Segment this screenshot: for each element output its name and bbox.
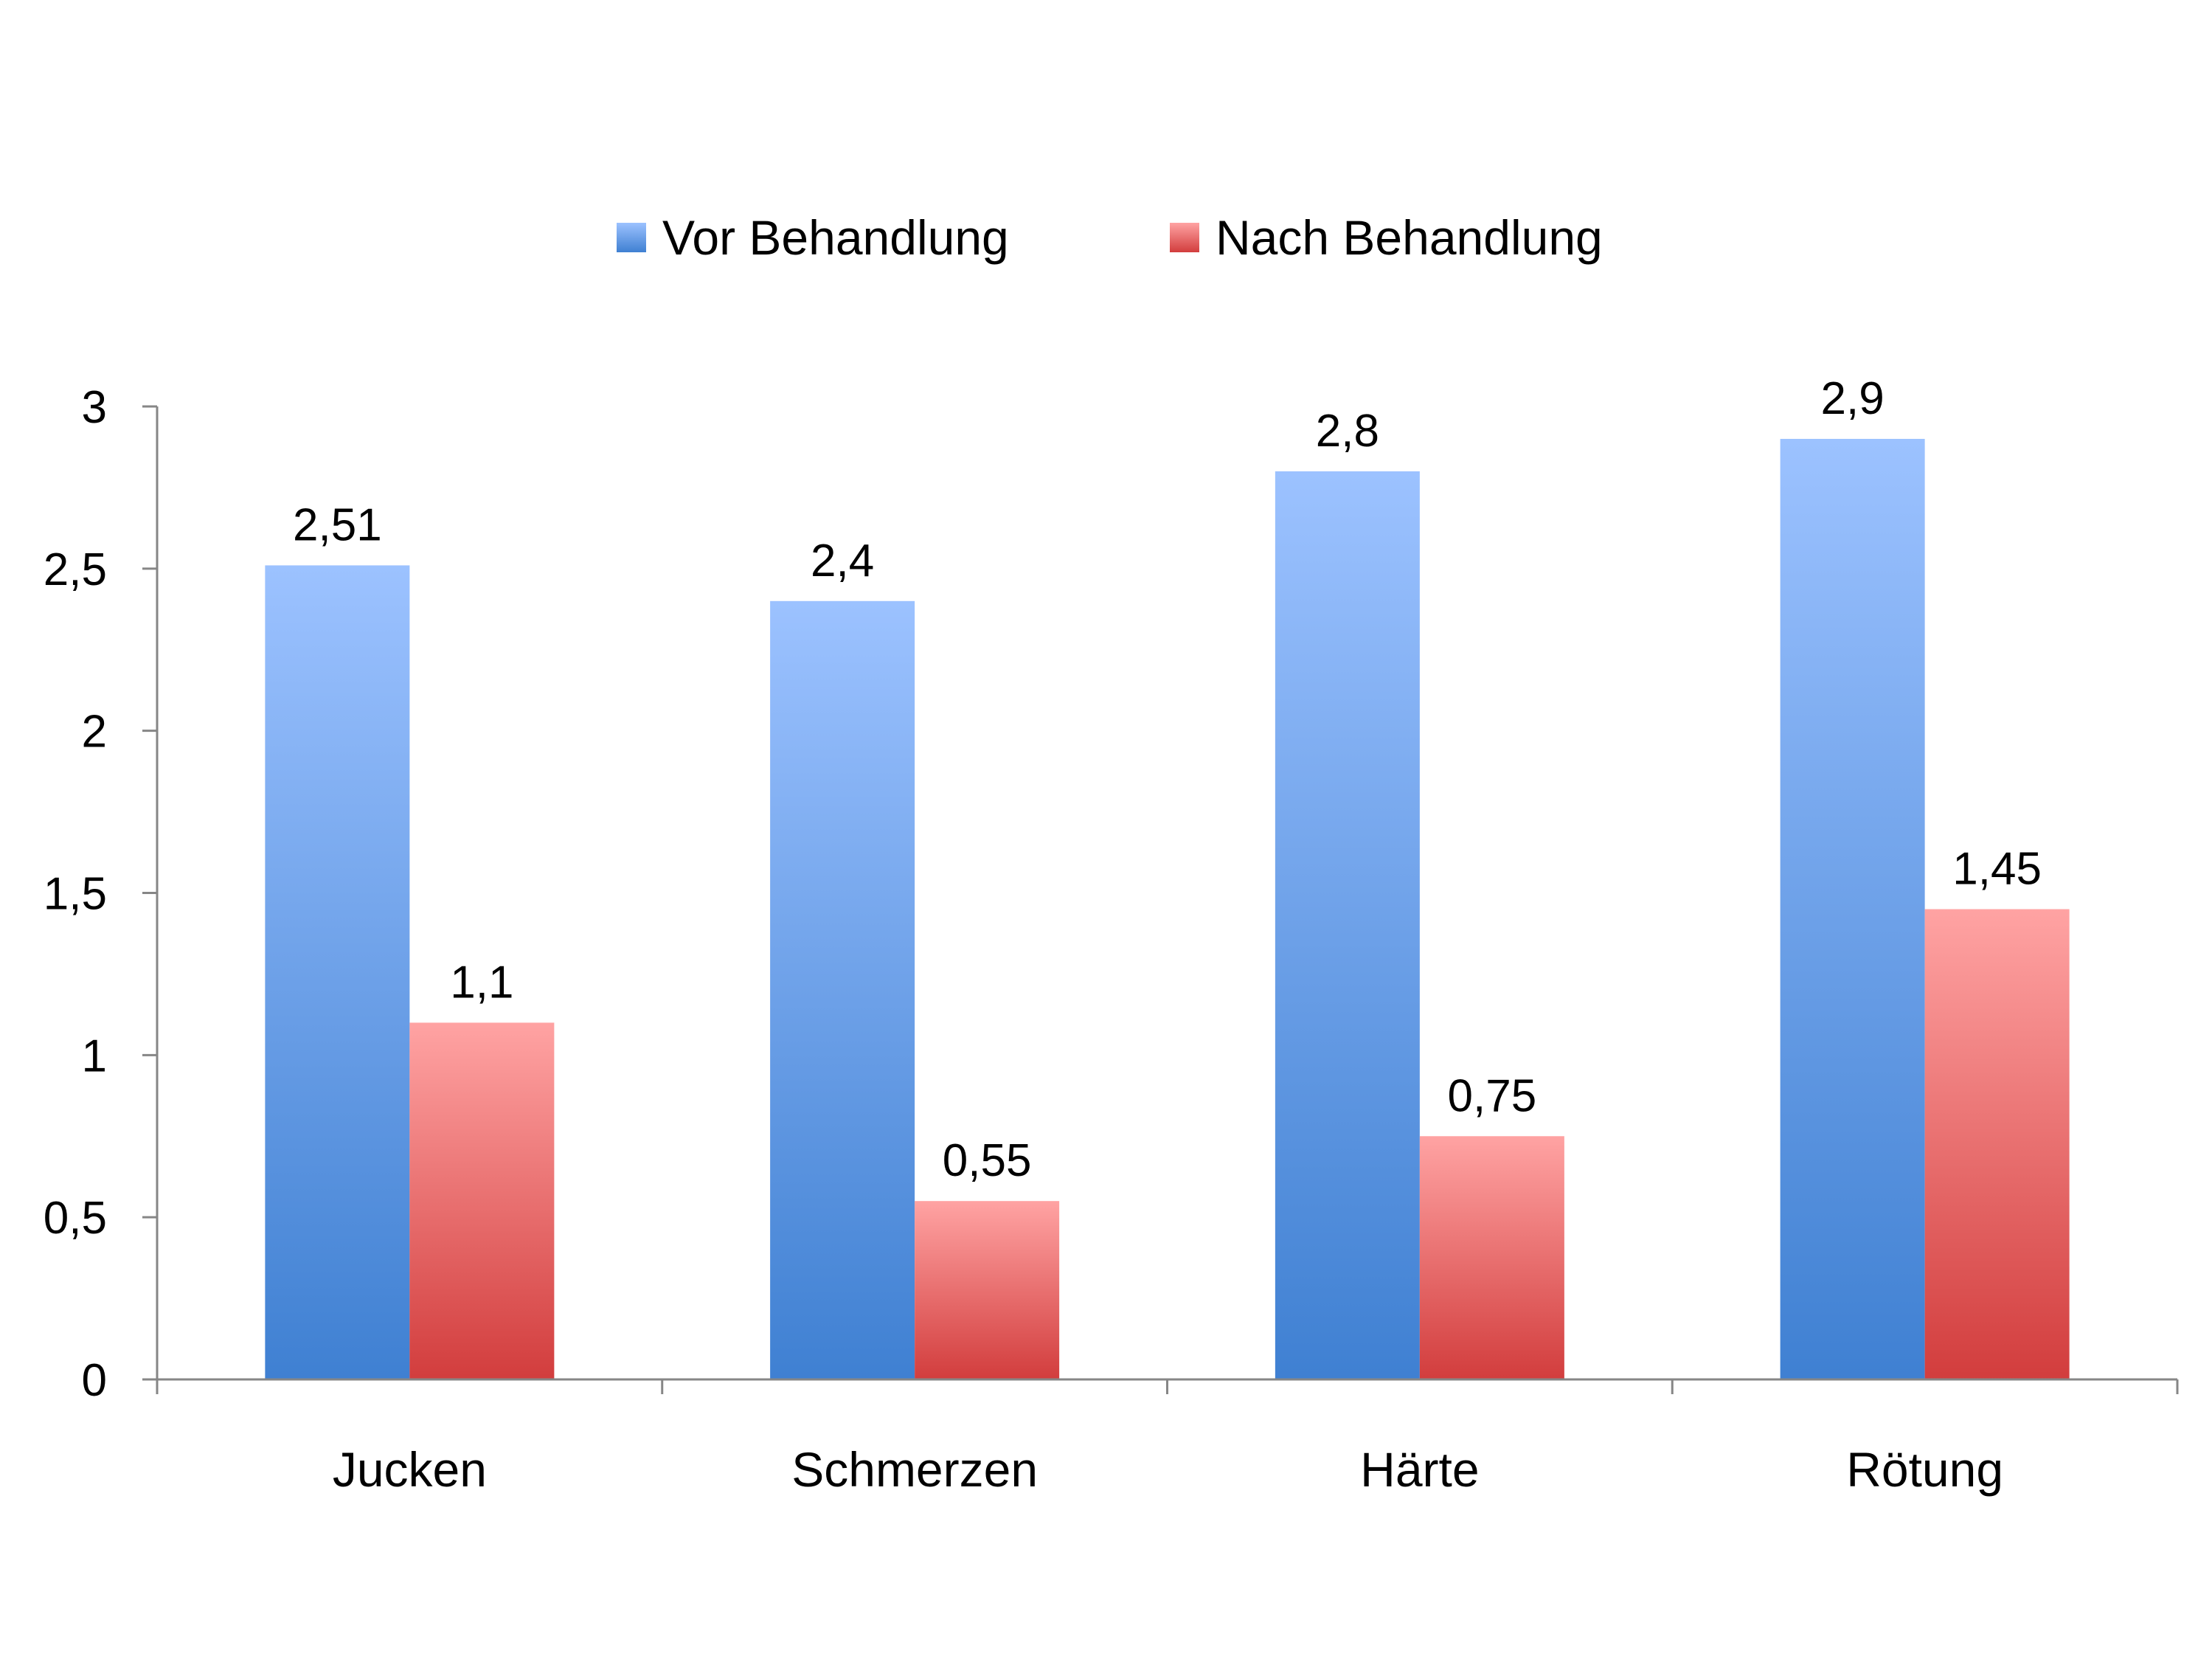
data-label-vor-4: 2,9 [1821, 373, 1885, 424]
bar-vor-3 [1275, 471, 1420, 1379]
legend: Vor Behandlung Nach Behandlung [617, 210, 1603, 265]
y-tick-label-5: 2,5 [44, 544, 107, 595]
data-label-vor-3: 2,8 [1316, 406, 1379, 457]
data-label-nach-3: 0,75 [1448, 1070, 1537, 1121]
bar-nach-1 [409, 1022, 555, 1379]
y-tick-label-0: 0 [82, 1355, 107, 1406]
labels-group: 2,511,1Jucken2,40,55Schmerzen2,80,75Härt… [44, 373, 2042, 1497]
data-label-nach-4: 1,45 [1952, 843, 2042, 894]
data-label-nach-2: 0,55 [943, 1135, 1032, 1186]
legend-swatch-nach [1170, 223, 1199, 252]
bars-group [265, 438, 2070, 1379]
x-tick-label-1: Jucken [333, 1442, 487, 1497]
legend-swatch-vor [617, 223, 646, 252]
data-label-nach-1: 1,1 [450, 957, 513, 1008]
x-tick-label-2: Schmerzen [791, 1442, 1038, 1497]
y-tick-label-6: 3 [82, 382, 107, 433]
legend-label-nach: Nach Behandlung [1216, 210, 1603, 265]
bar-nach-2 [915, 1201, 1060, 1379]
x-tick-label-3: Härte [1360, 1442, 1479, 1497]
y-tick-label-4: 2 [82, 707, 107, 758]
legend-label-vor: Vor Behandlung [662, 210, 1009, 265]
bar-nach-4 [1924, 909, 2070, 1379]
bar-nach-3 [1419, 1136, 1564, 1379]
y-tick-label-2: 1 [82, 1031, 107, 1081]
y-tick-label-1: 0,5 [44, 1193, 107, 1244]
x-tick-label-4: Rötung [1846, 1442, 2003, 1497]
bar-vor-4 [1780, 438, 1925, 1379]
y-tick-label-3: 1,5 [44, 869, 107, 920]
bar-vor-1 [265, 565, 410, 1379]
data-label-vor-1: 2,51 [293, 499, 382, 550]
data-label-vor-2: 2,4 [811, 536, 874, 586]
axes-group [142, 405, 2179, 1394]
bar-vor-2 [770, 600, 915, 1379]
